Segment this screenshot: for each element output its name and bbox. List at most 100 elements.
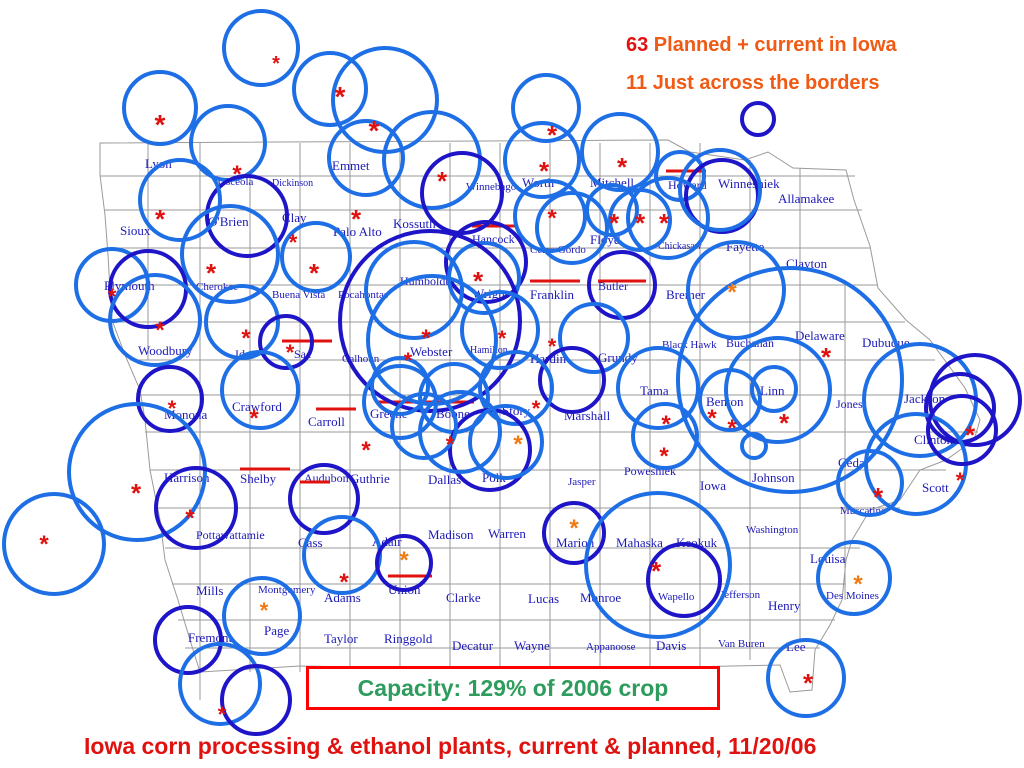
county-label: Davis [656, 638, 686, 653]
county-label: Palo Alto [333, 224, 382, 239]
plant-supply-circle [616, 346, 700, 430]
plant-supply-circle [138, 158, 222, 242]
county-label: Plymouth [104, 278, 155, 293]
county-label: Woodbury [138, 343, 193, 358]
county-label: Page [264, 623, 290, 638]
plant-supply-circle [220, 664, 292, 736]
county-label: Delaware [795, 328, 845, 343]
county-label: Jasper [568, 476, 596, 488]
plant-supply-circle [220, 350, 300, 430]
county-label: Monroe [580, 590, 621, 605]
county-label: Lyon [145, 156, 172, 171]
county-label: Shelby [240, 471, 277, 486]
county-label: Franklin [530, 287, 575, 302]
plant-supply-circles [2, 9, 1022, 736]
plant-supply-circle [205, 174, 289, 258]
plant-asterisk: * [539, 156, 550, 186]
county-label: Linn [760, 383, 785, 398]
county-label: Winneshiek [718, 176, 780, 191]
plant-asterisk: * [309, 258, 320, 288]
plant-supply-circle [222, 9, 300, 87]
plant-asterisk: * [155, 109, 166, 140]
plant-supply-circle [535, 191, 609, 265]
plant-asterisk: * [272, 53, 280, 75]
plant-supply-circle [153, 605, 223, 675]
county-label: Dickinson [272, 178, 313, 189]
plant-asterisk: * [617, 152, 628, 182]
county-label: Louisa [810, 551, 846, 566]
plant-supply-circle [676, 266, 904, 494]
county-label: Wayne [514, 638, 550, 653]
plant-supply-circle [686, 240, 786, 340]
plant-supply-circle [646, 542, 722, 618]
plant-asterisk: * [131, 478, 142, 508]
plant-asterisk: * [361, 437, 371, 464]
plant-supply-circle [258, 314, 314, 370]
plant-supply-circle [580, 112, 660, 192]
county-label: Mills [196, 583, 223, 598]
plant-asterisk: * [659, 208, 670, 238]
plant-asterisk: * [249, 405, 259, 432]
plant-supply-circle [444, 220, 528, 304]
plant-asterisk: * [421, 325, 431, 352]
plant-supply-circle [67, 402, 207, 542]
plant-asterisk: * [286, 340, 295, 365]
county-label: Clarke [446, 590, 481, 605]
plant-supply-circle [280, 221, 352, 293]
county-label: Webster [410, 344, 453, 359]
plant-asterisk: * [473, 266, 484, 296]
county-label: Iowa [700, 478, 726, 493]
county-label: Decatur [452, 638, 494, 653]
plant-asterisk: * [155, 204, 166, 234]
plant-asterisk: * [351, 204, 362, 234]
county-label: Madison [428, 527, 474, 542]
plant-asterisk: * [707, 405, 717, 432]
county-label: Lucas [528, 591, 559, 606]
plant-supply-circle [375, 534, 433, 592]
plant-asterisk: * [289, 230, 298, 255]
county-label: Pottawattamie [196, 528, 265, 542]
plant-asterisk: * [532, 396, 541, 421]
plant-supply-circle [511, 73, 581, 143]
plant-asterisk: * [965, 420, 976, 450]
plant-asterisk: * [185, 505, 195, 532]
plant-asterisk: * [659, 443, 669, 470]
county-label: Bremer [666, 287, 706, 302]
plant-asterisk: * [548, 334, 557, 359]
plant-supply-circle [364, 240, 464, 340]
plant-supply-circle [292, 51, 368, 127]
county-label: Dallas [428, 472, 461, 487]
county-label: Chickasaw [658, 241, 703, 252]
plant-asterisk: * [569, 515, 579, 542]
plant-asterisks: *** * ** * * ** * * * * *** * * *** *** *** ** * ** * * * ** * *… [39, 53, 976, 727]
county-label: Des Moines [826, 590, 879, 602]
plant-supply-circle [154, 466, 238, 550]
plant-supply-circle [631, 402, 699, 470]
plant-supply-circle [370, 356, 430, 416]
plant-supply-circle [558, 302, 630, 374]
plant-supply-circle [420, 151, 504, 235]
plant-asterisk: * [803, 668, 814, 698]
plant-asterisk: * [218, 702, 227, 727]
legend-planned-count: 63 [626, 34, 649, 56]
county-label: Crawford [232, 399, 282, 414]
plant-supply-circle [2, 492, 106, 596]
county-label: Carroll [308, 414, 345, 429]
plant-supply-circle [478, 350, 554, 426]
plant-supply-circle [390, 392, 458, 460]
plant-supply-circle [178, 642, 262, 726]
county-label: Sioux [120, 223, 151, 238]
county-label: Scott [922, 480, 949, 495]
county-label: Kossuth [393, 216, 436, 231]
plant-asterisk: * [873, 482, 884, 512]
plant-asterisk: * [547, 120, 558, 150]
plant-supply-circle [122, 70, 198, 146]
county-label: Emmet [332, 158, 370, 173]
plant-asterisk: * [853, 571, 863, 598]
county-label: Keokuk [676, 535, 718, 550]
plant-asterisk: * [635, 208, 646, 238]
county-label: Jones [836, 397, 863, 411]
plant-asterisk: * [651, 556, 662, 586]
map-caption: Iowa corn processing & ethanol plants, c… [84, 733, 817, 759]
county-label: Washington [746, 524, 799, 536]
